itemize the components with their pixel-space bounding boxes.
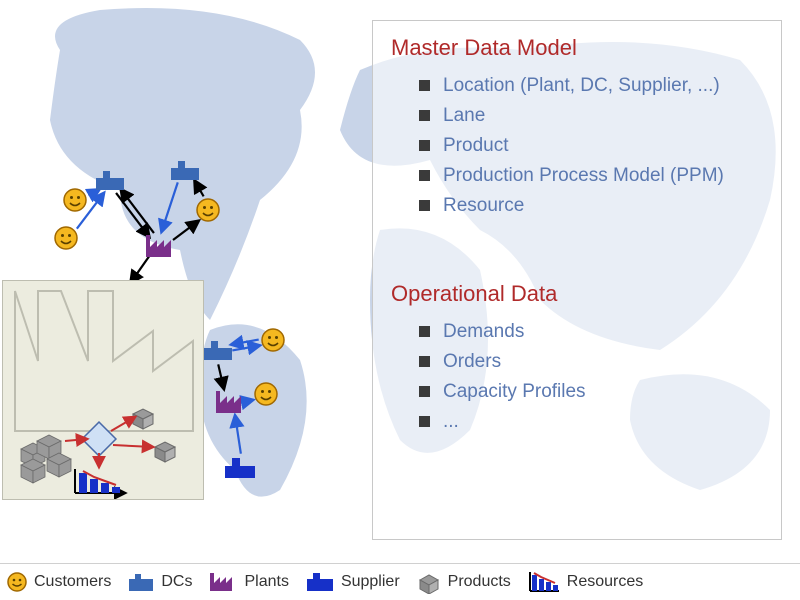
- lane-edge: [235, 415, 241, 453]
- bullet-item: Product: [419, 131, 765, 161]
- resources-chart-icon: [75, 469, 125, 493]
- legend-resources: Resources: [527, 570, 643, 594]
- lane-edge: [121, 189, 154, 233]
- process-diamond-icon: [82, 422, 116, 456]
- customer-node: [55, 227, 77, 249]
- dc-node: [96, 171, 124, 190]
- dc-node: [171, 161, 199, 180]
- operational-data-list: DemandsOrdersCapacity Profiles...: [419, 317, 765, 437]
- legend-supplier: Supplier: [305, 571, 400, 593]
- bullet-item: Resource: [419, 191, 765, 221]
- supplier-icon: [305, 571, 335, 593]
- bullet-item: Demands: [419, 317, 765, 347]
- legend-customers-label: Customers: [34, 573, 111, 591]
- dc-icon: [127, 571, 155, 593]
- factory-inset-svg: [3, 281, 203, 499]
- operational-data-heading: Operational Data: [391, 281, 765, 307]
- plant-node: [216, 391, 241, 413]
- lane-edge: [162, 182, 178, 231]
- customer-icon: [6, 571, 28, 593]
- master-data-heading: Master Data Model: [391, 35, 765, 61]
- customer-node: [64, 189, 86, 211]
- legend-dcs: DCs: [127, 571, 192, 593]
- legend-bar: Customers DCs Plants Supplier Products R…: [0, 563, 800, 600]
- cube-icon: [155, 442, 175, 462]
- lane-edge: [218, 364, 224, 389]
- lane-edge: [173, 221, 199, 240]
- lane-edge: [89, 190, 100, 196]
- supplier-node: [225, 458, 255, 478]
- lane-edge: [244, 400, 253, 402]
- stage: Master Data Model Location (Plant, DC, S…: [0, 0, 800, 600]
- legend-plants-label: Plants: [244, 573, 288, 591]
- bullet-item: Production Process Model (PPM): [419, 161, 765, 191]
- product-icon: [416, 570, 442, 594]
- legend-dcs-label: DCs: [161, 573, 192, 591]
- plant-icon: [208, 571, 238, 593]
- factory-outline-icon: [15, 291, 193, 431]
- bullet-item: Orders: [419, 347, 765, 377]
- customer-node: [197, 199, 219, 221]
- plant-node: [146, 235, 171, 257]
- lane-edge: [232, 345, 259, 350]
- lane-edge: [116, 193, 149, 237]
- product-cubes-icon: [21, 435, 71, 483]
- lane-edge: [195, 181, 204, 197]
- cube-icon: [133, 409, 153, 429]
- resources-icon: [527, 570, 561, 594]
- bullet-item: Capacity Profiles: [419, 377, 765, 407]
- bullet-item: Location (Plant, DC, Supplier, ...): [419, 71, 765, 101]
- customer-node: [255, 383, 277, 405]
- legend-supplier-label: Supplier: [341, 573, 400, 591]
- bullet-item: Lane: [419, 101, 765, 131]
- legend-customers: Customers: [6, 571, 111, 593]
- legend-products: Products: [416, 570, 511, 594]
- lane-edge: [131, 256, 150, 283]
- customer-node: [262, 329, 284, 351]
- factory-inset: [2, 280, 204, 500]
- data-model-panel: Master Data Model Location (Plant, DC, S…: [372, 20, 782, 540]
- legend-products-label: Products: [448, 573, 511, 591]
- bullet-item: ...: [419, 407, 765, 437]
- legend-plants: Plants: [208, 571, 288, 593]
- legend-resources-label: Resources: [567, 573, 643, 591]
- master-data-list: Location (Plant, DC, Supplier, ...)LaneP…: [419, 71, 765, 221]
- lane-edge: [231, 340, 258, 345]
- dc-node: [204, 341, 232, 360]
